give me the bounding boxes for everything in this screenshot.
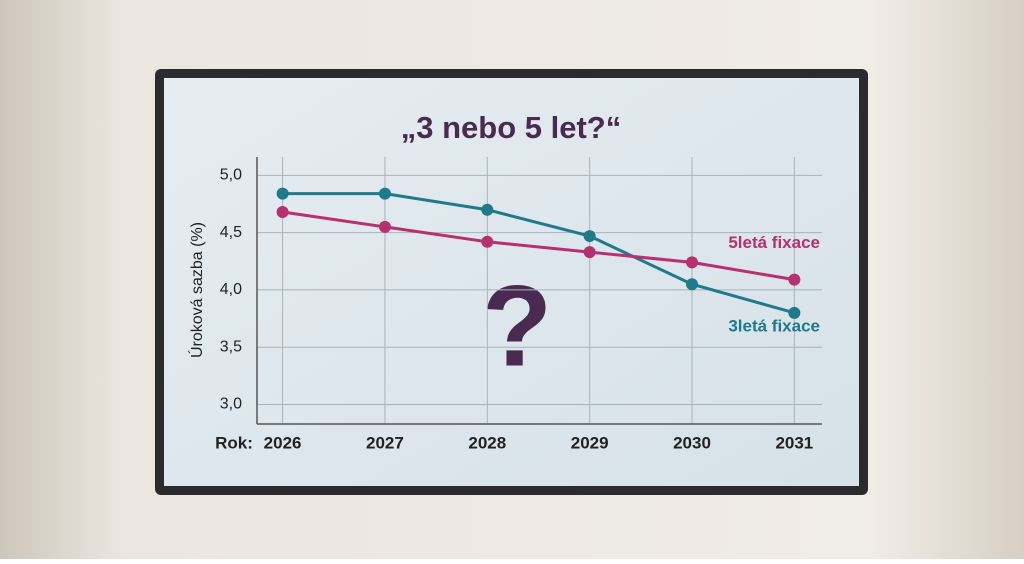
chart-title: „3 nebo 5 let?“ xyxy=(401,110,621,145)
y-tick-label: 3,5 xyxy=(220,338,242,355)
x-tick-label: 2029 xyxy=(571,433,609,452)
x-tick-label: 2028 xyxy=(468,433,506,452)
data-point xyxy=(686,256,699,269)
x-tick-label: 2027 xyxy=(366,433,404,452)
data-point xyxy=(686,278,699,291)
x-tick-label: 2031 xyxy=(775,433,813,452)
tv-screen xyxy=(164,78,859,486)
y-axis-label: Úroková sazba (%) xyxy=(187,222,206,358)
y-tick-label: 4,0 xyxy=(220,281,242,298)
data-point xyxy=(276,206,289,219)
x-axis-label: Rok: xyxy=(215,433,253,452)
data-point xyxy=(481,203,494,216)
x-tick-label: 2030 xyxy=(673,433,711,452)
y-tick-label: 5,0 xyxy=(220,167,242,184)
data-point xyxy=(583,230,596,243)
series-label: 3letá fixace xyxy=(728,316,820,335)
data-point xyxy=(583,246,596,259)
question-mark: ? xyxy=(482,262,552,390)
x-tick-label: 2026 xyxy=(264,433,302,452)
data-point xyxy=(788,273,801,286)
y-tick-label: 3,0 xyxy=(220,396,242,413)
data-point xyxy=(378,220,391,233)
data-point xyxy=(276,187,289,200)
series-line xyxy=(282,210,795,282)
data-point xyxy=(481,235,494,248)
series-label: 5letá fixace xyxy=(728,233,820,252)
data-point xyxy=(378,187,391,200)
y-tick-label: 4,5 xyxy=(220,224,242,241)
series-line xyxy=(282,192,795,315)
data-point xyxy=(788,306,801,319)
